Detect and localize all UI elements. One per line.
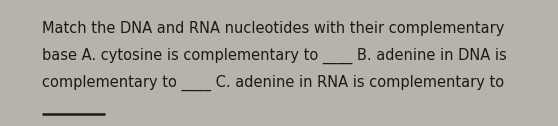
- Text: Match the DNA and RNA nucleotides with their complementary: Match the DNA and RNA nucleotides with t…: [42, 21, 504, 36]
- Text: complementary to ____ C. adenine in RNA is complementary to: complementary to ____ C. adenine in RNA …: [42, 75, 504, 91]
- Text: base A. cytosine is complementary to ____ B. adenine in DNA is: base A. cytosine is complementary to ___…: [42, 48, 507, 64]
